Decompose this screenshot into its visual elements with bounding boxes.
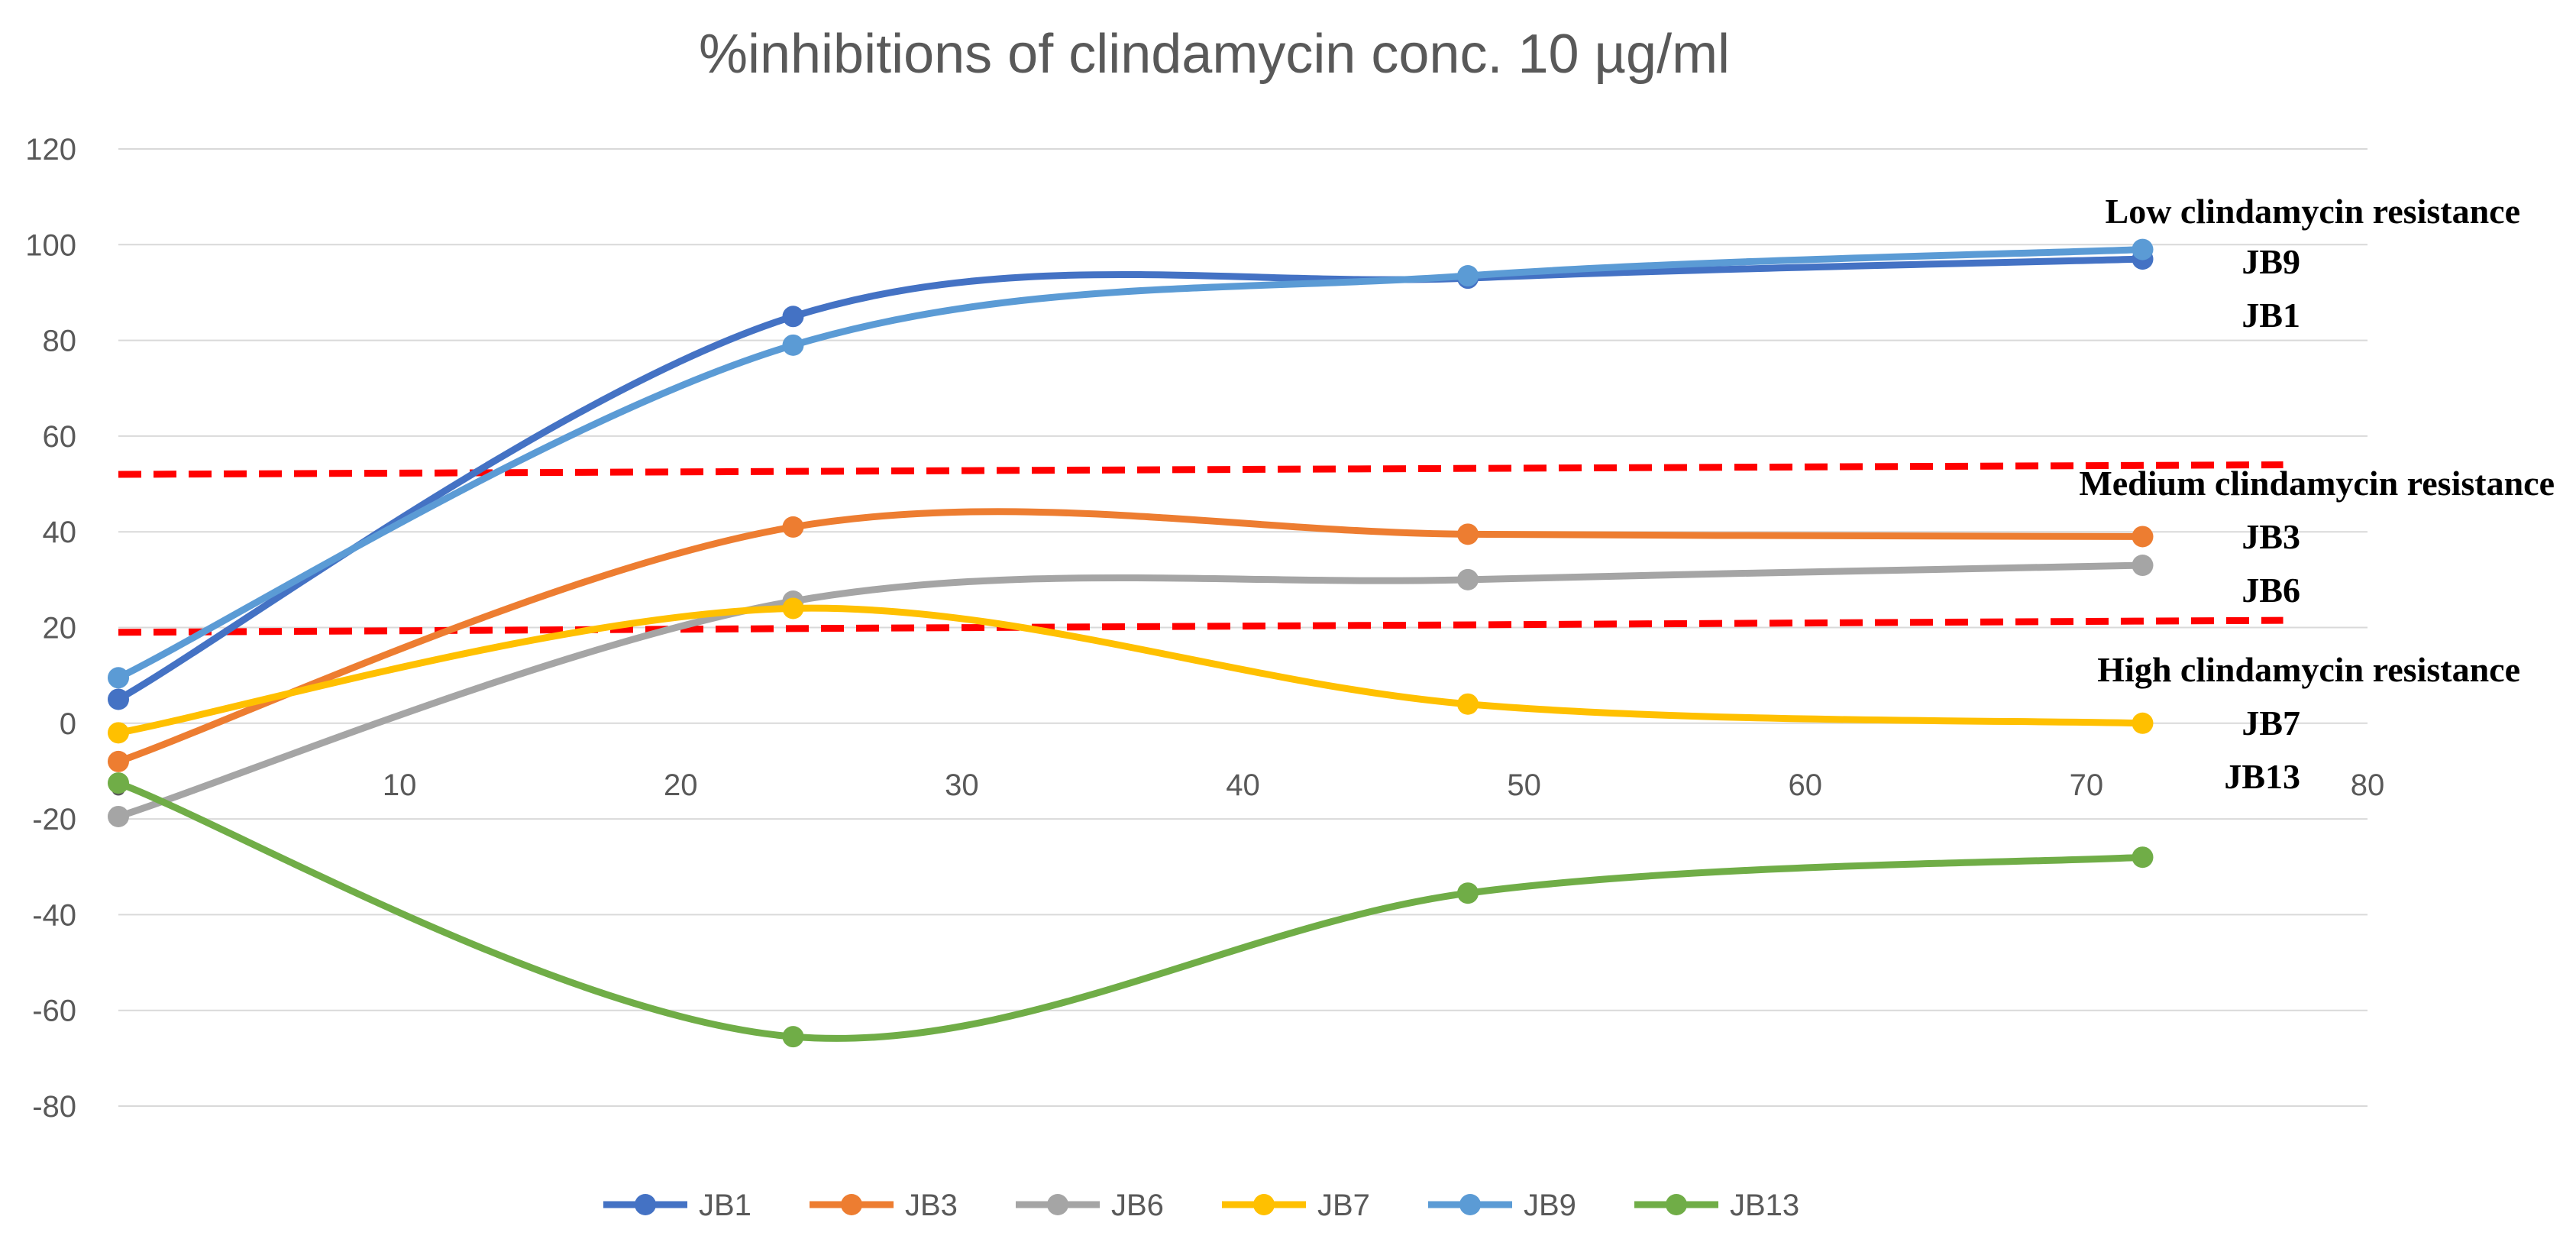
legend-item-jb1: JB1 (603, 1189, 751, 1222)
y-tick-label: 100 (25, 228, 76, 262)
legend-marker-jb13 (1666, 1194, 1687, 1215)
legend-item-jb6: JB6 (1016, 1189, 1164, 1222)
threshold-line-lower (118, 616, 2283, 636)
legend-label-jb7: JB7 (1317, 1189, 1370, 1222)
y-tick-label: 60 (43, 420, 77, 454)
x-tick-label: 10 (383, 768, 417, 802)
legend-item-jb9: JB9 (1428, 1189, 1576, 1222)
chart-title: %inhibitions of clindamycin conc. 10 µg/… (699, 24, 1730, 85)
y-tick-label: -60 (32, 995, 76, 1028)
legend-item-jb13: JB13 (1634, 1189, 1799, 1222)
legend-label-jb9: JB9 (1524, 1189, 1576, 1222)
legend-label-jb13: JB13 (1730, 1189, 1799, 1222)
series-jb13 (108, 772, 2154, 1048)
legend-label-jb6: JB6 (1111, 1189, 1164, 1222)
data-point-jb7 (782, 597, 804, 620)
series-jb7 (108, 597, 2154, 744)
data-point-jb6 (1457, 568, 1479, 590)
x-tick-label: 40 (1226, 768, 1260, 802)
y-tick-label: -80 (32, 1090, 76, 1124)
legend-marker-jb1 (635, 1194, 656, 1215)
series-jb3 (108, 508, 2154, 772)
annotation-low-heading: Low clindamycin resistance (2106, 192, 2520, 231)
data-point-jb1 (782, 306, 804, 328)
data-point-jb9 (1457, 265, 1479, 287)
annotations: Low clindamycin resistance JB9 JB1 Medium c… (2079, 192, 2555, 796)
x-tick-label: 30 (945, 768, 979, 802)
data-point-jb13 (782, 1026, 804, 1048)
legend-marker-jb7 (1253, 1194, 1275, 1215)
series-line-jb6 (115, 561, 2146, 820)
x-tick-label: 80 (2351, 768, 2385, 802)
data-point-jb7 (2132, 712, 2154, 734)
data-point-jb9 (2132, 238, 2154, 260)
series-line-jb9 (115, 246, 2146, 681)
legend: JB1 JB3 JB6 JB7 JB9 JB13 (603, 1189, 1799, 1222)
annotation-high-jb7: JB7 (2241, 704, 2300, 742)
legend-label-jb1: JB1 (699, 1189, 751, 1222)
x-tick-label: 50 (1507, 768, 1541, 802)
x-tick-label: 20 (664, 768, 698, 802)
annotation-low-jb1: JB1 (2241, 296, 2300, 335)
data-point-jb6 (2132, 555, 2154, 577)
y-tick-label: 40 (43, 516, 77, 549)
annotation-low-jb9: JB9 (2241, 242, 2300, 281)
data-point-jb9 (108, 667, 129, 689)
annotation-medium-jb6: JB6 (2241, 571, 2300, 610)
legend-item-jb7: JB7 (1222, 1189, 1370, 1222)
data-point-jb13 (108, 772, 129, 794)
data-point-jb3 (108, 750, 129, 772)
x-tick-label: 60 (1789, 768, 1823, 802)
data-point-jb3 (2132, 526, 2154, 548)
y-tick-label: 20 (43, 612, 77, 645)
legend-marker-jb6 (1047, 1194, 1068, 1215)
legend-label-jb3: JB3 (905, 1189, 958, 1222)
data-point-jb1 (108, 688, 129, 710)
series-line-jb7 (115, 604, 2146, 736)
annotation-high-jb13: JB13 (2224, 757, 2300, 796)
annotation-medium-heading: Medium clindamycin resistance (2079, 464, 2555, 503)
x-tick-label: 70 (2070, 768, 2104, 802)
series-line-jb13 (115, 779, 2146, 1042)
y-axis-tick-labels: 120 100 80 60 40 20 0 -20 -40 -60 -80 (25, 133, 76, 1124)
annotation-medium-jb3: JB3 (2241, 517, 2300, 556)
data-point-jb7 (108, 722, 129, 744)
legend-marker-jb3 (841, 1194, 862, 1215)
series-jb9 (108, 238, 2154, 689)
data-point-jb13 (1457, 882, 1479, 904)
series-line-jb3 (115, 508, 2146, 765)
data-point-jb3 (1457, 523, 1479, 545)
data-point-jb13 (2132, 846, 2154, 869)
y-tick-label: -20 (32, 803, 76, 836)
y-tick-label: -40 (32, 898, 76, 932)
legend-marker-jb9 (1459, 1194, 1481, 1215)
annotation-high-heading: High clindamycin resistance (2097, 650, 2520, 689)
y-tick-label: 0 (60, 707, 76, 741)
y-tick-label: 120 (25, 133, 76, 167)
data-point-jb3 (782, 516, 804, 538)
data-point-jb9 (782, 334, 804, 356)
data-point-jb6 (108, 805, 129, 827)
legend-item-jb3: JB3 (810, 1189, 958, 1222)
data-point-jb7 (1457, 693, 1479, 715)
series-group (108, 238, 2154, 1048)
y-tick-label: 80 (43, 325, 77, 358)
